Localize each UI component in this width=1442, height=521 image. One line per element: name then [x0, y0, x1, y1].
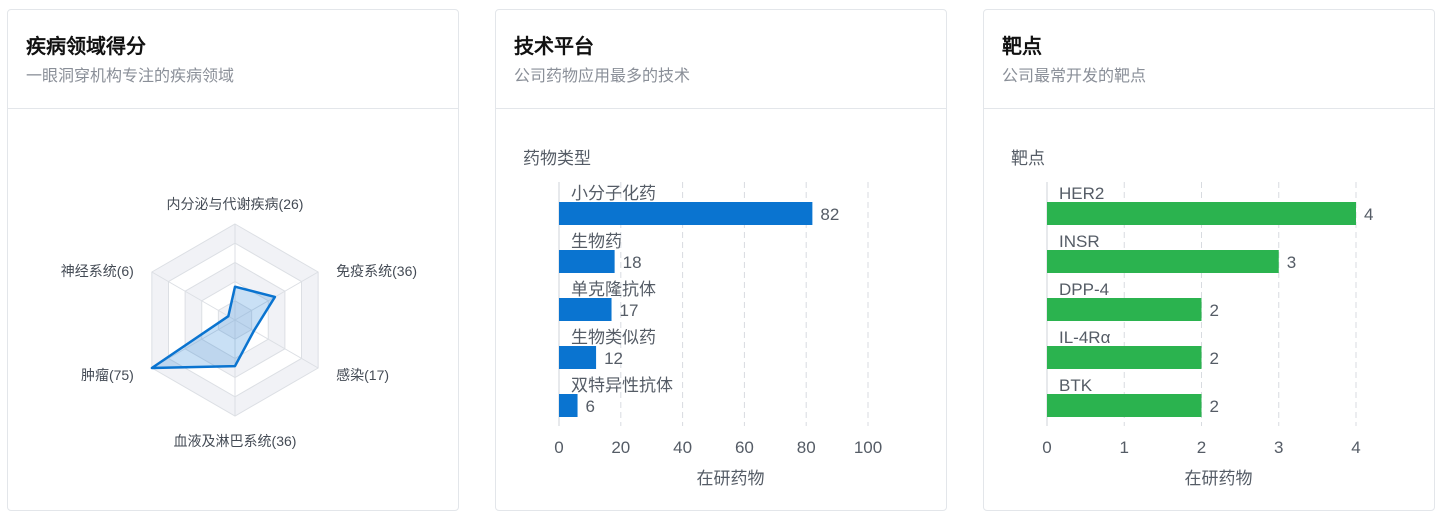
category-label: 双特异性抗体 — [571, 376, 673, 395]
tech-platform-subtitle: 公司药物应用最多的技术 — [514, 68, 691, 85]
category-label: IL-4Rα — [1059, 328, 1111, 347]
bar — [559, 346, 597, 369]
radar-axis-line — [151, 271, 236, 321]
category-label: BTK — [1059, 376, 1093, 395]
radar-series-area — [150, 285, 277, 370]
target-card-header: 靶点 公司最常开发的靶点 — [984, 10, 1434, 109]
x-axis-label: 在研药物 — [1185, 469, 1253, 488]
chart-title: 药物类型 — [523, 149, 591, 168]
x-tick-label: 4 — [1351, 438, 1360, 457]
chart-title: 靶点 — [1011, 149, 1045, 168]
tech-platform-card-header: 技术平台 公司药物应用最多的技术 — [496, 10, 946, 109]
bar-value-label: 2 — [1210, 349, 1219, 368]
target-card: 靶点 公司最常开发的靶点 靶点 0 1 2 3 4 HER2 4 INSR 3 DPP-4 2 IL-4… — [983, 9, 1435, 511]
x-tick-label: 20 — [611, 438, 630, 457]
bar-value-label: 18 — [623, 253, 642, 272]
bar-value-label: 6 — [586, 397, 595, 416]
category-label: 生物类似药 — [571, 328, 656, 347]
radar-axis-line — [234, 319, 319, 369]
tech-platform-card: 技术平台 公司药物应用最多的技术 药物类型 0 20 40 60 80 100 小分子化药 82… — [495, 9, 947, 511]
x-tick-label: 100 — [854, 438, 882, 457]
radar-axis-label: 肿瘤(75) — [81, 367, 134, 383]
bar-value-label: 12 — [604, 349, 623, 368]
x-tick-label: 2 — [1197, 438, 1206, 457]
bar-value-label: 3 — [1287, 253, 1296, 272]
bar — [1047, 250, 1279, 273]
x-tick-label: 60 — [735, 438, 754, 457]
radar-axis-line — [234, 271, 319, 321]
bar-value-label: 82 — [820, 205, 839, 224]
bar — [1047, 346, 1202, 369]
disease-area-card-header: 疾病领域得分 一眼洞穿机构专注的疾病领域 — [8, 10, 458, 109]
x-tick-label: 1 — [1120, 438, 1129, 457]
x-tick-label: 3 — [1274, 438, 1283, 457]
bar — [1047, 202, 1356, 225]
category-label: INSR — [1059, 232, 1100, 251]
category-label: DPP-4 — [1059, 280, 1109, 299]
bar — [1047, 298, 1202, 321]
radar-axis-label: 血液及淋巴系统(36) — [174, 433, 297, 449]
bar — [559, 298, 612, 321]
bar-value-label: 2 — [1210, 301, 1219, 320]
tech-platform-title: 技术平台 — [514, 36, 594, 58]
bar-value-label: 4 — [1364, 205, 1373, 224]
radar-axis-label: 免疫系统(36) — [336, 263, 417, 279]
x-tick-label: 0 — [554, 438, 563, 457]
target-title: 靶点 — [1002, 36, 1042, 58]
bar-value-label: 17 — [620, 301, 639, 320]
disease-area-title: 疾病领域得分 — [26, 36, 146, 58]
bar-value-label: 2 — [1210, 397, 1219, 416]
target-bar-chart: 靶点 0 1 2 3 4 HER2 4 INSR 3 DPP-4 2 IL-4Rα 2 BTK 2 在研药物 — [1011, 149, 1373, 488]
bar — [1047, 394, 1202, 417]
radar-axis-label: 神经系统(6) — [61, 263, 134, 279]
category-label: 小分子化药 — [571, 184, 656, 203]
bar — [559, 250, 615, 273]
bar — [559, 202, 813, 225]
disease-radar-chart: 内分泌与代谢疾病(26) 免疫系统(36) 感染(17) 血液及淋巴系统(36) 肿瘤(… — [61, 196, 417, 449]
target-subtitle: 公司最常开发的靶点 — [1002, 68, 1147, 85]
x-tick-label: 80 — [797, 438, 816, 457]
x-axis-label: 在研药物 — [697, 469, 765, 488]
category-label: 单克隆抗体 — [571, 280, 656, 299]
disease-area-subtitle: 一眼洞穿机构专注的疾病领域 — [26, 68, 235, 85]
x-tick-label: 0 — [1042, 438, 1051, 457]
bar — [559, 394, 578, 417]
x-tick-label: 40 — [673, 438, 692, 457]
disease-area-card: 疾病领域得分 一眼洞穿机构专注的疾病领域 内分泌与代谢疾病(26) 免疫系统(36… — [7, 9, 459, 511]
radar-axis-label: 感染(17) — [336, 367, 389, 383]
radar-axis-label: 内分泌与代谢疾病(26) — [167, 196, 304, 212]
category-label: 生物药 — [571, 232, 622, 251]
category-label: HER2 — [1059, 184, 1104, 203]
